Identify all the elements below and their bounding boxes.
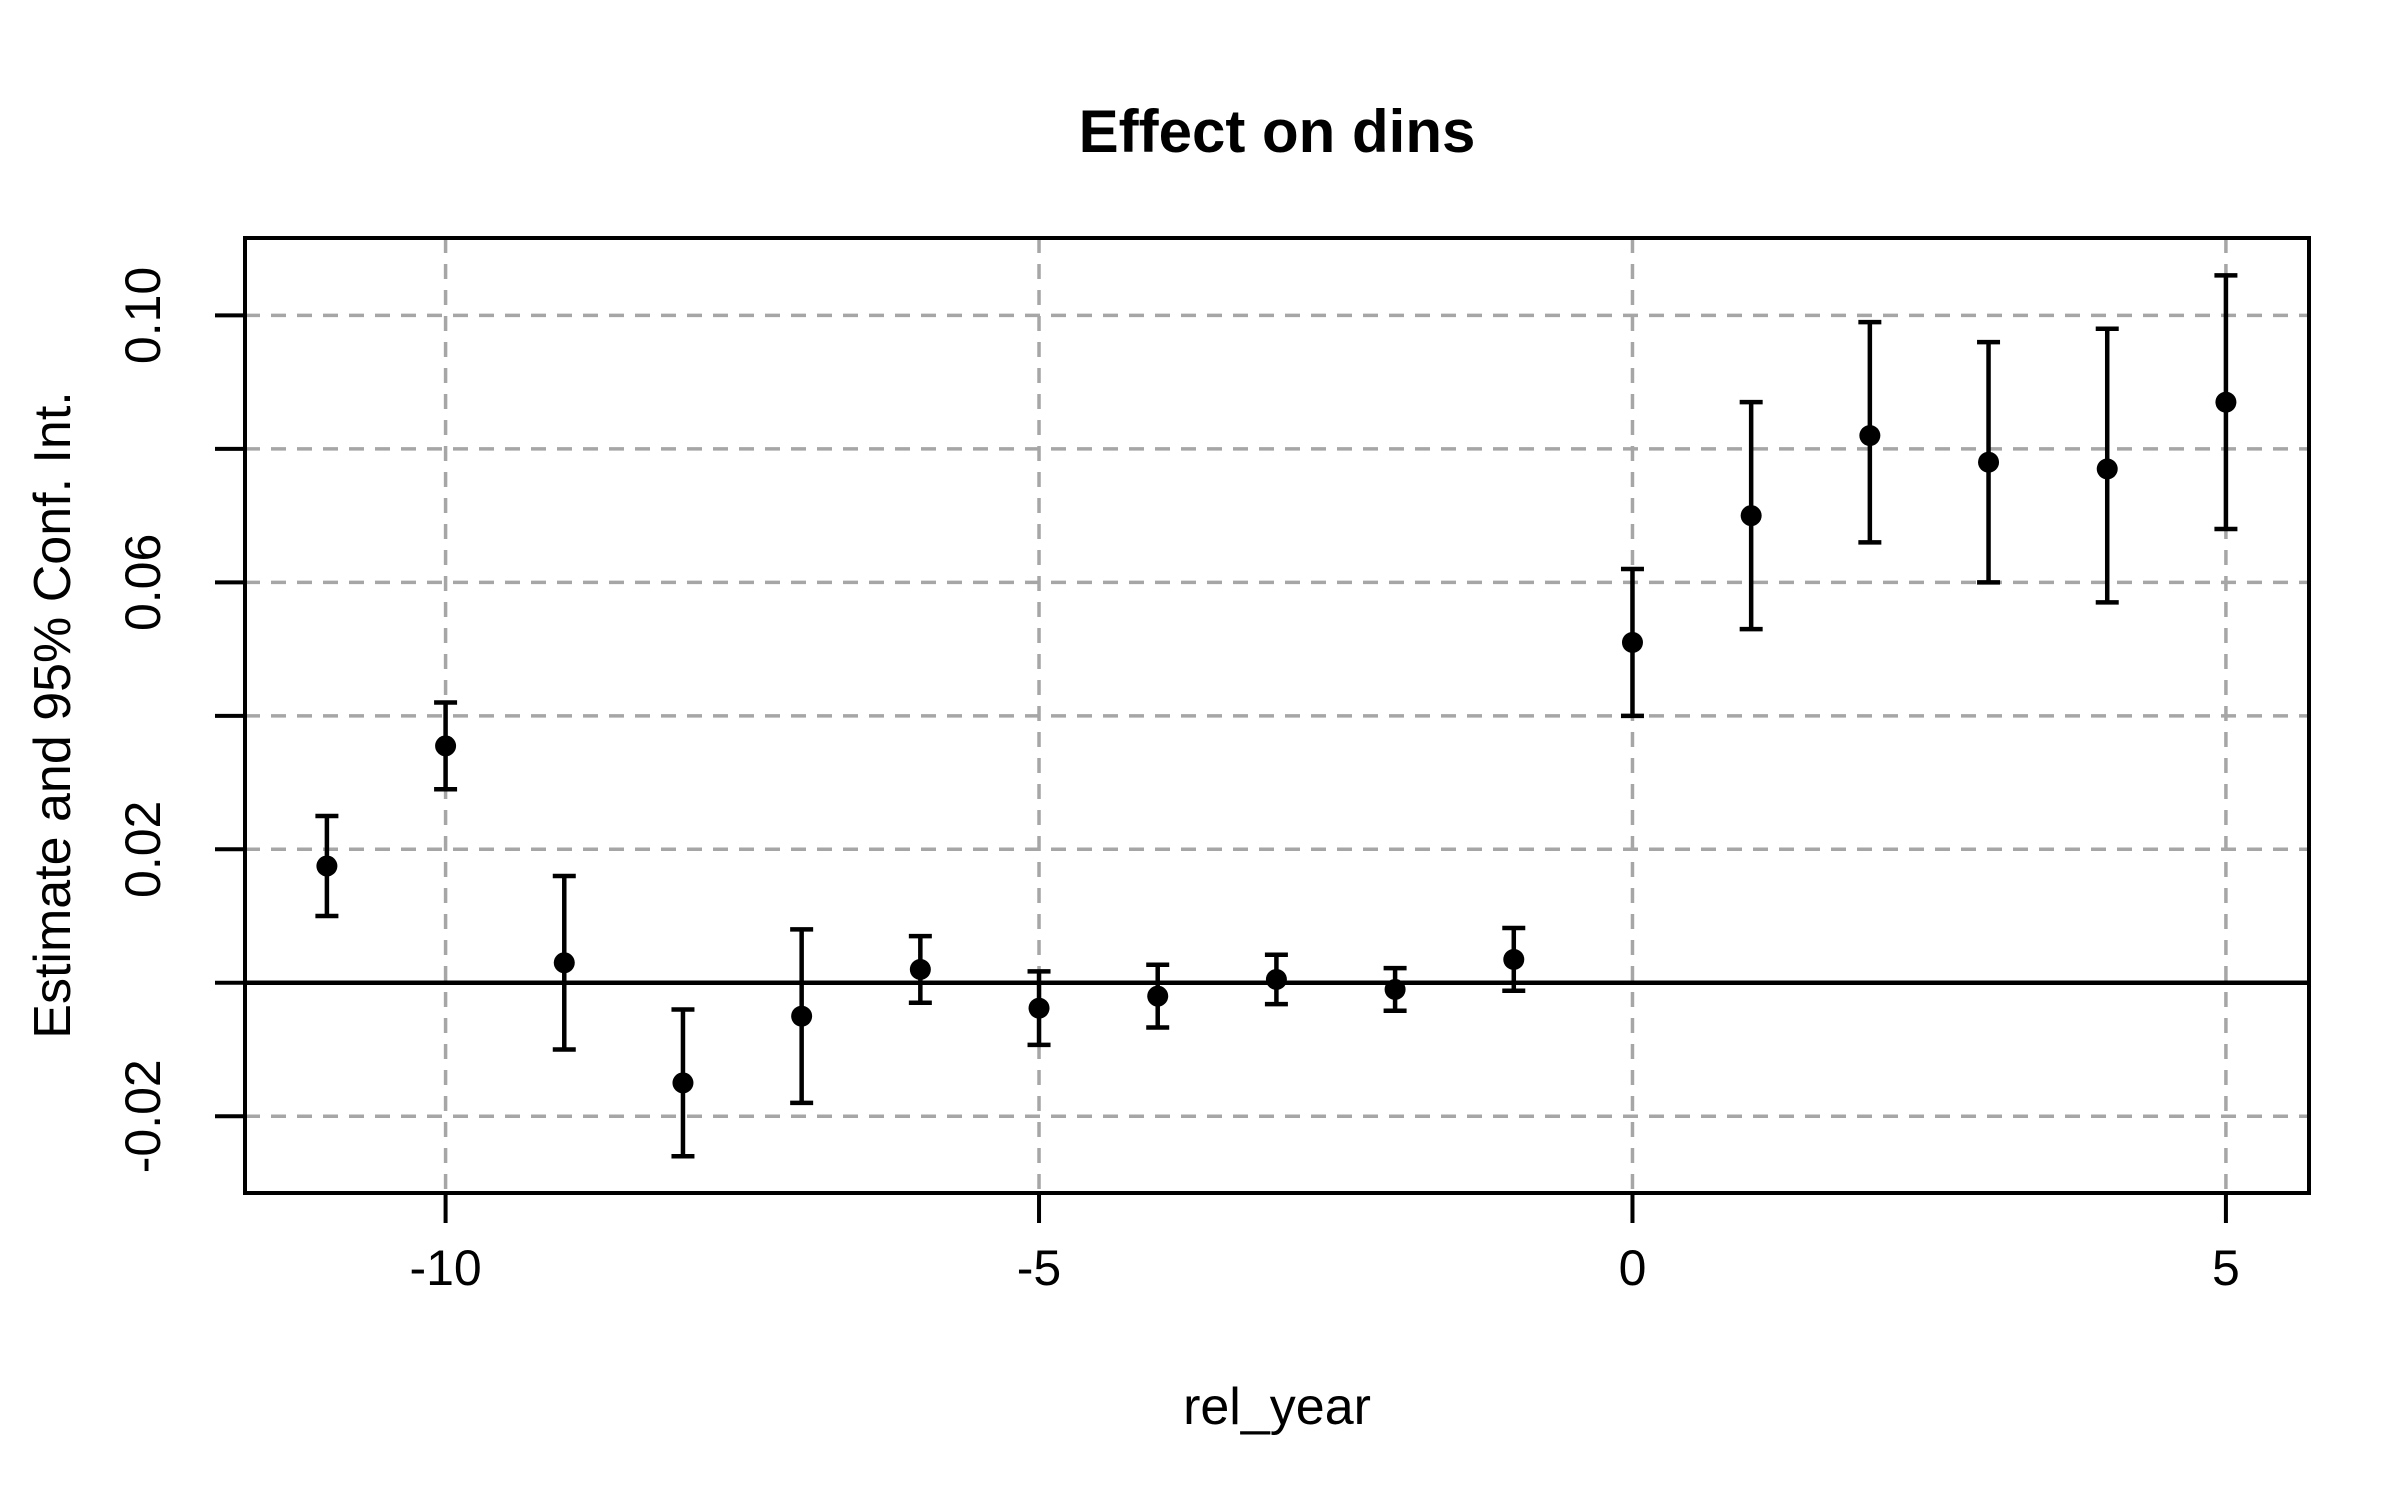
x-tick-label: 0 (1619, 1240, 1647, 1296)
error-bar-group (1502, 925, 1526, 994)
error-bar-group (1264, 952, 1288, 1007)
data-point (2096, 458, 2118, 480)
x-axis-label: rel_year (1183, 1378, 1371, 1436)
error-bar-group (790, 927, 814, 1106)
error-bar-series (315, 273, 2238, 1159)
data-point (1028, 997, 1050, 1019)
data-point (1859, 425, 1881, 447)
y-tick-label: -0.02 (115, 1059, 171, 1173)
data-point (2215, 391, 2237, 413)
error-bar-group (1383, 965, 1407, 1014)
error-bar-group (671, 1007, 695, 1159)
x-tick-label: -10 (409, 1240, 481, 1296)
error-bar-group (1146, 962, 1170, 1030)
error-bar-group (315, 813, 339, 919)
x-tick-label: -5 (1017, 1240, 1061, 1296)
y-axis-label: Estimate and 95% Conf. Int. (24, 391, 82, 1038)
error-bar-group (434, 700, 458, 792)
data-point (909, 958, 931, 980)
error-bar-group (552, 873, 576, 1052)
data-point (672, 1072, 694, 1094)
data-point (1740, 505, 1762, 527)
data-point (1503, 948, 1525, 970)
error-bar-group (2095, 326, 2119, 605)
data-point (1384, 978, 1406, 1000)
data-point (1621, 631, 1643, 653)
error-bar-group (1027, 969, 1051, 1048)
error-bar-group (1620, 566, 1644, 719)
error-bar-group (1858, 319, 1882, 545)
y-tick-label: 0.02 (115, 801, 171, 898)
error-bar-group (908, 933, 932, 1006)
chart-title: Effect on dins (1079, 98, 1476, 165)
data-point (316, 855, 338, 877)
data-point (1265, 968, 1287, 990)
error-bar-group (2214, 273, 2238, 532)
data-point (791, 1005, 813, 1027)
data-point (435, 735, 457, 757)
data-point (1147, 985, 1169, 1007)
tick-label-layer: -0.02 0.02 0.06 0.10 -10 -5 0 5 (115, 267, 2240, 1296)
error-bar-group (1739, 399, 1763, 632)
axis-tick-layer (215, 313, 2228, 1223)
error-bar-group (1977, 339, 2001, 585)
data-point (553, 952, 575, 974)
y-tick-label: 0.06 (115, 534, 171, 631)
x-tick-label: 5 (2212, 1240, 2240, 1296)
y-tick-label: 0.10 (115, 267, 171, 364)
data-point (1978, 451, 2000, 473)
